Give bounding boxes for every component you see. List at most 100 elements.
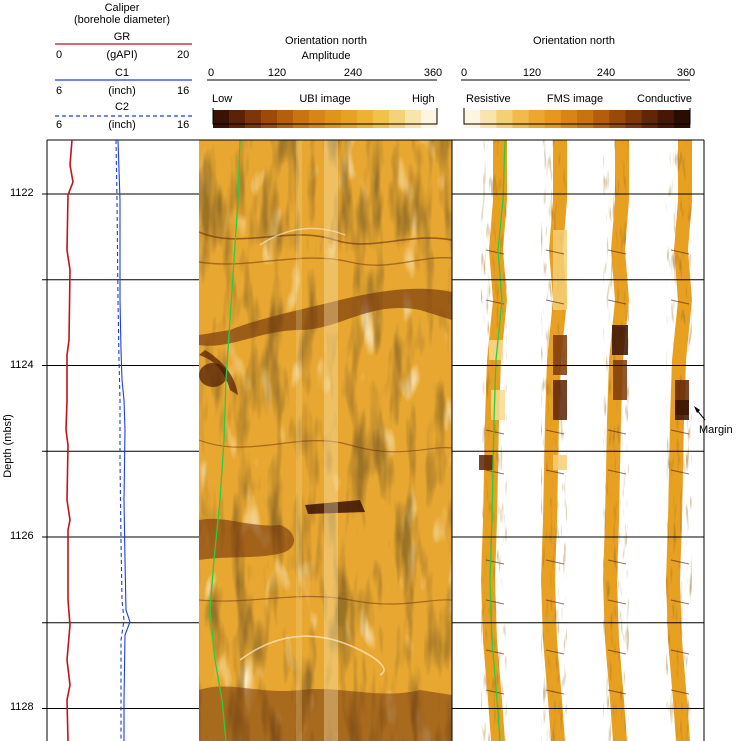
fms-color-scale	[464, 110, 691, 128]
fms-fracture-line	[545, 599, 565, 605]
fms-fracture-line	[607, 689, 627, 695]
fms-scale-bracket	[463, 108, 691, 125]
fms-scale-swatch	[512, 110, 529, 128]
fms-scale-swatch	[625, 110, 642, 128]
fms-fracture-line	[670, 599, 690, 605]
ubi-scale-swatch	[325, 110, 342, 128]
ubi-scale-low: Low	[212, 93, 233, 105]
margin-annotation: Margin	[699, 424, 733, 436]
ubi-scale-swatch	[341, 110, 358, 128]
fms-scale-swatch	[496, 110, 513, 128]
gr-curve	[65, 139, 74, 741]
fms-tick-120: 120	[522, 67, 542, 79]
c2-scale-min: 6	[56, 119, 63, 131]
fms-fracture-line	[607, 299, 627, 305]
caliper-subtitle: (borehole diameter)	[74, 14, 170, 26]
fms-fracture-line	[545, 249, 565, 255]
ubi-scale-swatch	[421, 110, 438, 128]
fms-fracture-line	[485, 249, 505, 255]
ubi-scale-title: UBI image	[299, 93, 351, 105]
fms-image	[479, 140, 692, 741]
fms-scale-swatch	[657, 110, 675, 128]
fms-scale-swatch	[464, 110, 481, 128]
ubi-tick-0: 0	[207, 67, 215, 79]
ubi-image	[199, 140, 452, 741]
caliper-title: Caliper	[104, 2, 140, 14]
fms-scale-swatch	[593, 110, 610, 128]
fms-fracture-line	[607, 249, 627, 255]
ubi-scale-swatch	[357, 110, 374, 128]
fms-fracture-line	[545, 429, 565, 435]
c1-scale-min: 6	[56, 85, 63, 97]
fms-fracture-line	[670, 559, 690, 565]
c1-scale-unit: (inch)	[108, 85, 136, 97]
ubi-color-scale	[213, 110, 438, 128]
ubi-scale-swatch	[309, 110, 326, 128]
fms-fracture-line	[545, 559, 565, 565]
c2-track-name: C2	[114, 101, 130, 113]
fms-tick-360: 360	[676, 67, 696, 79]
ubi-scale-swatch	[293, 110, 310, 128]
ubi-tick-360: 360	[423, 67, 443, 79]
fms-fracture-line	[670, 689, 690, 695]
depth-tick-1128: 1128	[10, 701, 34, 713]
depth-tick-1122: 1122	[10, 187, 34, 199]
fms-pad-feature	[553, 380, 567, 420]
c1-track-name: C1	[114, 67, 130, 79]
fms-scale-swatch	[528, 110, 546, 128]
fms-pad-feature	[489, 340, 503, 360]
fms-fracture-line	[607, 469, 627, 475]
gr-scale-max: 20	[177, 49, 190, 61]
fms-fracture-line	[670, 469, 690, 475]
fms-pad-feature	[675, 400, 689, 420]
fms-fracture-line	[485, 429, 505, 435]
fms-fracture-line	[670, 249, 690, 255]
fms-scale-swatch	[544, 110, 562, 128]
fms-fracture-line	[670, 299, 690, 305]
fms-fracture-line	[485, 599, 505, 605]
fms-tick-0: 0	[460, 67, 468, 79]
fms-fracture-line	[670, 649, 690, 655]
fms-pad-feature	[479, 455, 493, 470]
c2-scale-unit: (inch)	[108, 119, 136, 131]
ubi-tick-240: 240	[343, 67, 363, 79]
fms-pad-texture	[603, 140, 629, 741]
ubi-scale-swatch	[405, 110, 422, 128]
fms-pad-feature	[612, 325, 628, 355]
fms-pad-texture	[666, 140, 692, 741]
c2-scale-max: 16	[177, 119, 190, 131]
fms-fracture-line	[485, 689, 505, 695]
fms-scale-swatch	[560, 110, 578, 128]
fms-scale-title: FMS image	[546, 93, 604, 105]
ubi-orientation-curve	[209, 140, 241, 741]
fms-fracture-line	[545, 649, 565, 655]
fms-scale-swatch	[673, 110, 691, 128]
c2-curve	[115, 139, 125, 741]
fms-scale-swatch	[480, 110, 497, 128]
fms-fracture-line	[545, 299, 565, 305]
fms-scale-swatch	[609, 110, 626, 128]
ubi-scale-high: High	[412, 93, 435, 105]
ubi-scale-swatch	[373, 110, 390, 128]
fms-scale-high: Conductive	[637, 93, 693, 105]
fms-fracture-line	[485, 649, 505, 655]
fms-fracture-line	[607, 559, 627, 565]
ubi-scale-swatch	[277, 110, 294, 128]
gr-scale-min: 0	[56, 49, 63, 61]
fms-fracture-line	[607, 649, 627, 655]
fms-fracture-line	[485, 559, 505, 565]
fms-fracture-line	[607, 599, 627, 605]
fms-fracture-line	[545, 469, 565, 475]
c1-scale-max: 16	[177, 85, 190, 97]
depth-tick-1126: 1126	[10, 530, 34, 542]
fms-scale-swatch	[577, 110, 594, 128]
fms-pad-feature	[491, 390, 505, 420]
fms-fracture-line	[670, 429, 690, 435]
fms-pad-feature	[553, 335, 567, 375]
ubi-amplitude-title: Amplitude	[301, 50, 351, 62]
fms-orientation-title: Orientation north	[533, 35, 615, 47]
fms-pad-feature	[553, 455, 567, 470]
c1-curve	[117, 139, 131, 741]
ubi-tick-120: 120	[267, 67, 287, 79]
